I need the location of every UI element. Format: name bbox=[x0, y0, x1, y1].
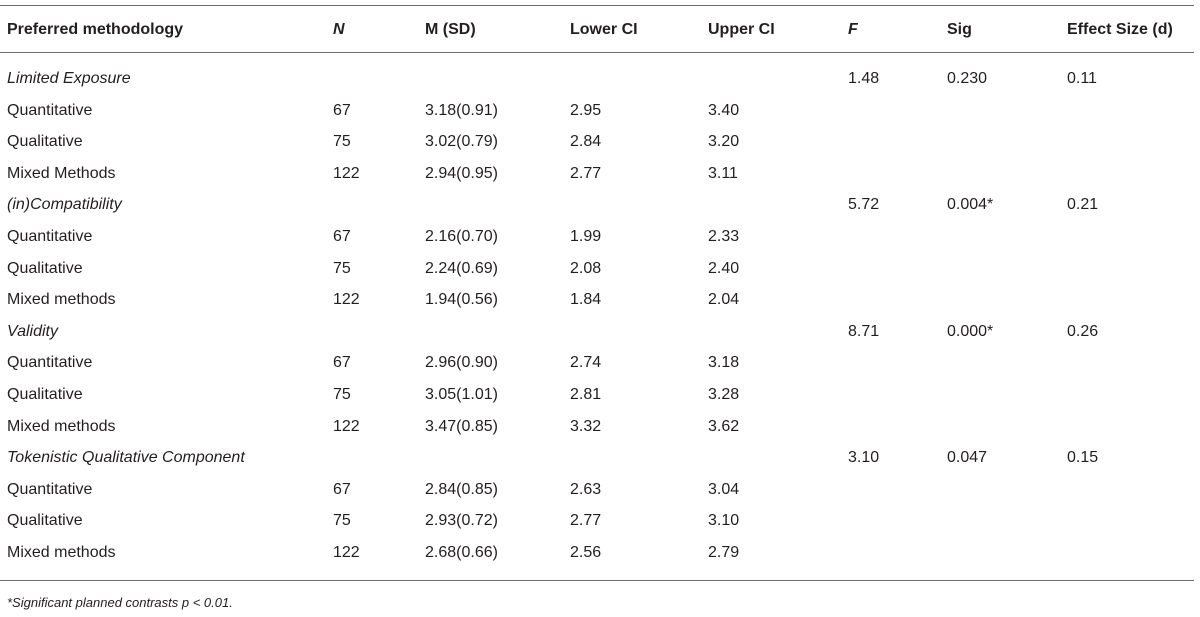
table-cell: 3.20 bbox=[708, 133, 740, 151]
table-cell: Mixed Methods bbox=[7, 164, 116, 182]
table-cell: 1.94(0.56) bbox=[425, 291, 498, 309]
table-cell: 3.10 bbox=[708, 512, 740, 530]
table-cell: 2.93(0.72) bbox=[425, 512, 498, 530]
table-cell: 67 bbox=[333, 101, 351, 119]
table-cell: 3.11 bbox=[708, 164, 738, 182]
header-cell: Preferred methodology bbox=[7, 21, 184, 38]
table-cell: Qualitative bbox=[7, 259, 83, 277]
table-cell: 75 bbox=[333, 259, 351, 277]
table-cell: 2.94(0.95) bbox=[425, 164, 498, 182]
table-cell: 2.63 bbox=[570, 480, 602, 498]
table-cell: Qualitative bbox=[7, 512, 83, 530]
table-cell: 3.62 bbox=[708, 417, 740, 435]
table-cell: 122 bbox=[333, 164, 360, 182]
header-cell: Lower CI bbox=[570, 21, 638, 38]
f-value: 1.48 bbox=[848, 70, 880, 87]
group-name: Validity bbox=[7, 322, 58, 340]
table-cell: Quantitative bbox=[7, 480, 93, 498]
f-value: 8.71 bbox=[848, 322, 880, 340]
bottom-rule bbox=[0, 580, 1194, 581]
header-cell: Sig bbox=[947, 21, 972, 38]
table-cell: 2.96(0.90) bbox=[425, 354, 498, 372]
table-cell: 75 bbox=[333, 512, 351, 530]
table-cell: 3.28 bbox=[708, 386, 740, 403]
table-cell: 2.84 bbox=[570, 133, 602, 151]
table-cell: 75 bbox=[333, 133, 351, 151]
table-cell: 2.08 bbox=[570, 259, 602, 277]
table-cell: 67 bbox=[333, 228, 351, 245]
table-cell: 1.99 bbox=[570, 228, 602, 245]
table-cell: 67 bbox=[333, 354, 351, 372]
table-cell: 75 bbox=[333, 386, 351, 403]
table-cell: 3.32 bbox=[570, 417, 602, 435]
f-value: 5.72 bbox=[848, 196, 880, 214]
table-cell: Qualitative bbox=[7, 386, 83, 403]
table-cell: 1.84 bbox=[570, 291, 602, 309]
table-cell: 3.18(0.91) bbox=[425, 101, 498, 119]
table-cell: 2.68(0.66) bbox=[425, 544, 498, 561]
table-cell: 2.77 bbox=[570, 164, 602, 182]
table-cell: 2.84(0.85) bbox=[425, 480, 498, 498]
table-cell: 3.02(0.79) bbox=[425, 133, 498, 151]
table-cell: Quantitative bbox=[7, 354, 93, 372]
effect-size: 0.21 bbox=[1067, 196, 1099, 214]
group-name: Limited Exposure bbox=[7, 70, 131, 87]
table-cell: 3.47(0.85) bbox=[425, 417, 498, 435]
table-cell: Qualitative bbox=[7, 133, 83, 151]
table-cell: 122 bbox=[333, 417, 360, 435]
top-rule bbox=[0, 5, 1194, 6]
header-cell: N bbox=[333, 21, 345, 38]
sig-value: 0.230 bbox=[947, 70, 988, 87]
table-cell: Quantitative bbox=[7, 228, 93, 245]
table-cell: 3.05(1.01) bbox=[425, 386, 498, 403]
sig-value: 0.000* bbox=[947, 322, 994, 340]
table-cell: 2.24(0.69) bbox=[425, 259, 498, 277]
footnote: *Significant planned contrasts p < 0.01. bbox=[7, 595, 233, 610]
table-cell: Mixed methods bbox=[7, 417, 116, 435]
group-name: (in)Compatibility bbox=[7, 196, 122, 214]
table-cell: 2.04 bbox=[708, 291, 740, 309]
effect-size: 0.15 bbox=[1067, 449, 1099, 467]
table-cell: 2.33 bbox=[708, 228, 740, 245]
group-name: Tokenistic Qualitative Component bbox=[7, 449, 245, 467]
table-cell: 2.81 bbox=[570, 386, 602, 403]
table-cell: 122 bbox=[333, 291, 360, 309]
header-cell: Upper CI bbox=[708, 21, 775, 38]
sig-value: 0.004* bbox=[947, 196, 994, 214]
header-cell: Effect Size (d) bbox=[1067, 21, 1173, 38]
table-cell: 67 bbox=[333, 480, 351, 498]
table-cell: 2.95 bbox=[570, 101, 602, 119]
table-cell: 2.77 bbox=[570, 512, 602, 530]
table-cell: Mixed methods bbox=[7, 544, 116, 561]
table-cell: 2.74 bbox=[570, 354, 602, 372]
f-value: 3.10 bbox=[848, 449, 880, 467]
table-cell: 3.40 bbox=[708, 101, 740, 119]
table-cell: 122 bbox=[333, 544, 360, 561]
effect-size: 0.11 bbox=[1067, 70, 1097, 87]
table-cell: 2.40 bbox=[708, 259, 740, 277]
header-cell: M (SD) bbox=[425, 21, 476, 38]
table-cell: 2.56 bbox=[570, 544, 602, 561]
header-cell: F bbox=[848, 21, 858, 38]
header-rule bbox=[0, 52, 1194, 53]
table-cell: Quantitative bbox=[7, 101, 93, 119]
effect-size: 0.26 bbox=[1067, 322, 1099, 340]
table-cell: Mixed methods bbox=[7, 291, 116, 309]
table-cell: 2.16(0.70) bbox=[425, 228, 498, 245]
sig-value: 0.047 bbox=[947, 449, 988, 467]
table-cell: 2.79 bbox=[708, 544, 740, 561]
table-cell: 3.04 bbox=[708, 480, 740, 498]
table-cell: 3.18 bbox=[708, 354, 740, 372]
